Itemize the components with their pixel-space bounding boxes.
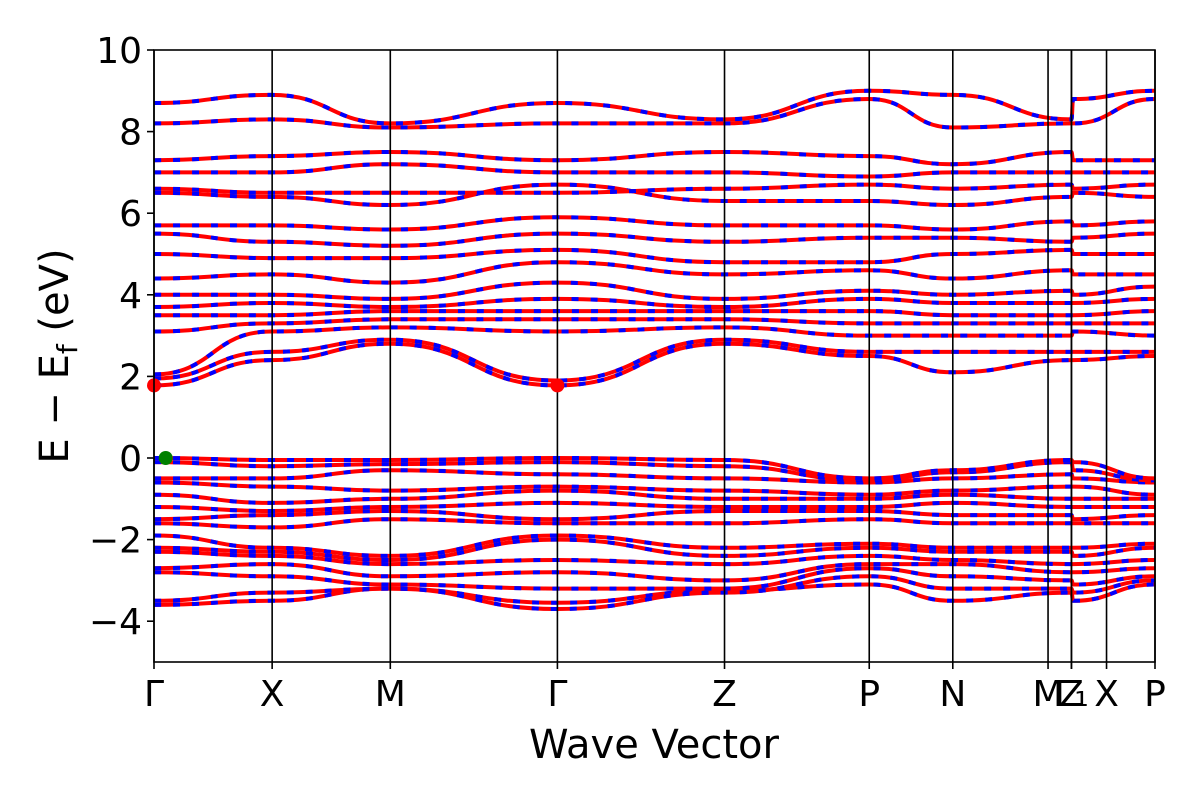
y-axis-ticks: −4 −2 0 2 4 6 8 10 bbox=[89, 31, 154, 643]
x-tick-label-3: Γ bbox=[547, 674, 567, 715]
band-24-spin-up bbox=[154, 231, 1155, 248]
marker-cbm-1 bbox=[550, 378, 565, 393]
x-tick-label-7: M bbox=[1033, 674, 1064, 715]
band-29-spin-up bbox=[154, 149, 1155, 167]
band-20-spin-down bbox=[154, 296, 1155, 310]
band-31-spin-up bbox=[154, 88, 1155, 126]
band-23-spin-down bbox=[154, 247, 1155, 265]
band-23-spin-up bbox=[154, 247, 1155, 265]
x-tick-label-5: P bbox=[858, 674, 880, 715]
band-28-spin-down bbox=[154, 162, 1155, 179]
band-21-spin-down bbox=[154, 280, 1155, 301]
y-tick-label-0: −4 bbox=[89, 602, 142, 643]
plot-frame bbox=[153, 49, 1156, 663]
y-tick-label-6: 8 bbox=[119, 113, 142, 154]
band-3-spin-up bbox=[154, 562, 1155, 583]
band-13-spin-up bbox=[154, 460, 1155, 483]
x-tick-label-0: Γ bbox=[144, 674, 164, 715]
marker-vbm-2 bbox=[158, 451, 173, 465]
y-tick-label-3: 2 bbox=[119, 357, 142, 398]
band-2-spin-up bbox=[154, 566, 1155, 591]
band-16-spin-down bbox=[154, 337, 1155, 383]
y-tick-label-4: 4 bbox=[119, 276, 142, 317]
bands-layer bbox=[154, 88, 1155, 612]
y-tick-label-7: 10 bbox=[96, 31, 142, 72]
band-5-spin-up bbox=[154, 537, 1155, 563]
x-tick-label-1: X bbox=[260, 674, 285, 715]
band-31-spin-down bbox=[154, 88, 1155, 126]
band-edge-markers bbox=[147, 378, 565, 465]
x-tick-label-8: Z bbox=[1059, 674, 1084, 715]
y-axis-label-unit: (eV) bbox=[32, 248, 78, 344]
band-12-spin-down bbox=[154, 468, 1155, 485]
y-axis-label-main: E − E bbox=[32, 354, 78, 464]
band-22-spin-down bbox=[154, 260, 1155, 285]
x-tick-label-6: N bbox=[939, 674, 966, 715]
x-tick-label-2: M bbox=[375, 674, 406, 715]
band-22-spin-up bbox=[154, 260, 1155, 285]
band-1-spin-down bbox=[154, 574, 1155, 612]
band-14-spin-up bbox=[154, 455, 1155, 481]
y-axis-label: E − Ef (eV) bbox=[32, 248, 84, 463]
x-tick-label-10: X bbox=[1094, 674, 1119, 715]
band-26-spin-up bbox=[154, 182, 1155, 208]
x-tick-label-9: Γ₁ bbox=[1054, 674, 1089, 715]
band-10-spin-down bbox=[154, 488, 1155, 505]
y-tick-label-1: −2 bbox=[89, 521, 142, 562]
y-axis-label-subscript: f bbox=[51, 343, 84, 354]
band-17-spin-up bbox=[154, 325, 1155, 377]
x-tick-label-11: P bbox=[1144, 674, 1166, 715]
band-25-spin-down bbox=[154, 215, 1155, 232]
band-7-spin-down bbox=[154, 517, 1155, 530]
band-30-spin-up bbox=[154, 96, 1155, 130]
y-tick-label-5: 6 bbox=[119, 194, 142, 235]
x-axis-label: Wave Vector bbox=[529, 722, 780, 768]
band-0-spin-up bbox=[154, 582, 1155, 607]
band-29-spin-down bbox=[154, 149, 1155, 167]
band-24-spin-down bbox=[154, 231, 1155, 248]
band-16-spin-up bbox=[154, 337, 1155, 383]
x-tick-label-4: Z bbox=[712, 674, 737, 715]
y-tick-label-2: 0 bbox=[119, 439, 142, 480]
